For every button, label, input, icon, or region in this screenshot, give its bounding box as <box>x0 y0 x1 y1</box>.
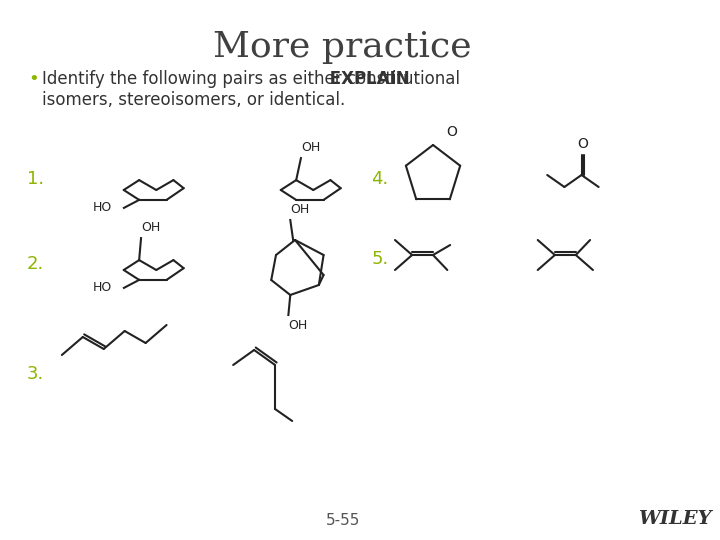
Text: 5-55: 5-55 <box>325 513 360 528</box>
Text: OH: OH <box>301 141 320 154</box>
Text: 5.: 5. <box>372 250 388 268</box>
Text: •: • <box>29 70 40 88</box>
Text: O: O <box>577 137 588 151</box>
Text: EXPLAIN: EXPLAIN <box>323 70 409 88</box>
Text: WILEY: WILEY <box>638 510 711 528</box>
Text: 3.: 3. <box>27 365 44 383</box>
Text: HO: HO <box>94 281 112 294</box>
Text: More practice: More practice <box>213 30 472 64</box>
Text: HO: HO <box>94 201 112 214</box>
Text: 2.: 2. <box>27 255 44 273</box>
Text: OH: OH <box>290 203 310 216</box>
Text: OH: OH <box>141 221 161 234</box>
Text: OH: OH <box>289 319 307 332</box>
Text: 4.: 4. <box>372 170 388 188</box>
Text: O: O <box>446 125 457 139</box>
Text: Identify the following pairs as either constitutional
isomers, stereoisomers, or: Identify the following pairs as either c… <box>42 70 460 109</box>
Text: 1.: 1. <box>27 170 44 188</box>
